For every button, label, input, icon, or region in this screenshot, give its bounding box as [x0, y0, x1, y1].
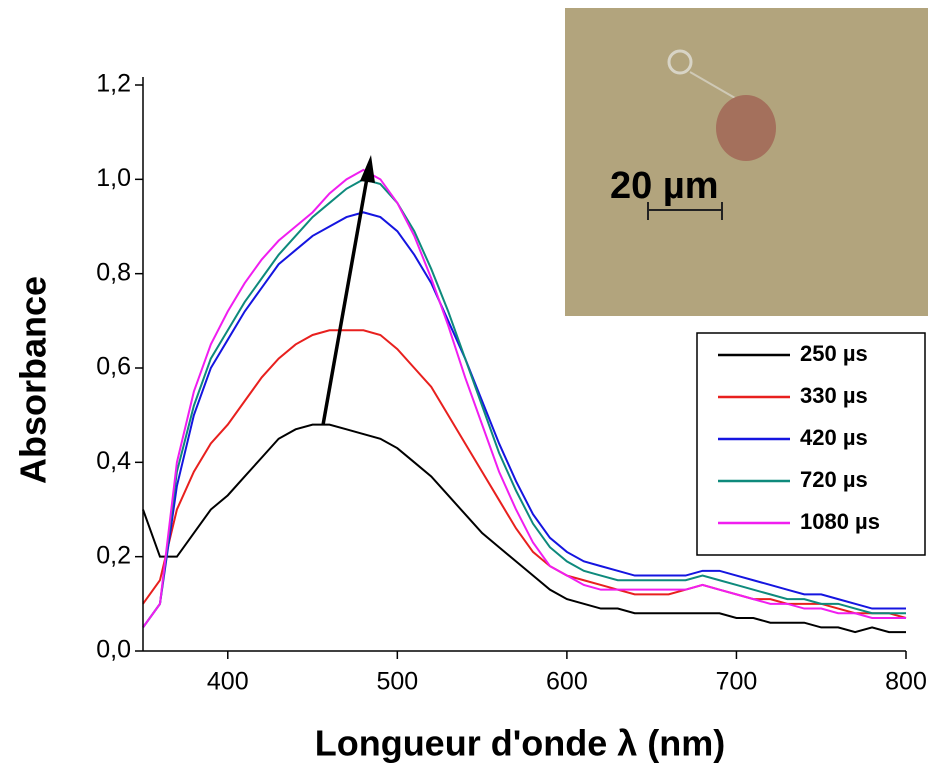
y-tick-label: 1,0	[96, 164, 131, 192]
y-tick-label: 1,2	[96, 70, 131, 98]
legend-label: 330 µs	[800, 383, 868, 408]
legend-label: 720 µs	[800, 467, 868, 492]
x-tick-label: 800	[885, 668, 927, 696]
legend-label: 1080 µs	[800, 509, 880, 534]
series-line	[142, 211, 906, 629]
plot-area	[142, 168, 907, 634]
x-tick-label: 400	[207, 668, 249, 696]
legend-label: 420 µs	[800, 425, 868, 450]
inset-bubble	[667, 49, 693, 75]
y-tick-label: 0,8	[96, 258, 131, 286]
scale-label: 20 µm	[610, 165, 719, 207]
series-line	[142, 178, 906, 629]
y-axis-title: Absorbance	[13, 276, 54, 484]
arrow-head	[360, 155, 375, 183]
arrow-shaft	[321, 177, 369, 426]
inset-background	[565, 8, 928, 316]
x-tick-label: 500	[376, 668, 418, 696]
inset-photo: 20 µm	[565, 8, 928, 316]
y-tick-label: 0,4	[96, 447, 131, 475]
inset-particle	[716, 95, 776, 161]
trend-arrow	[321, 155, 375, 426]
x-axis-title: Longueur d'onde λ (nm)	[315, 723, 726, 764]
x-tick-label: 700	[716, 668, 758, 696]
y-tick-label: 0,6	[96, 353, 131, 381]
series-line	[142, 168, 906, 629]
legend-box	[696, 332, 926, 556]
inset-fiber	[689, 71, 736, 99]
y-tick-label: 0,0	[96, 636, 131, 664]
series-line	[142, 329, 907, 619]
legend-label: 250 µs	[800, 341, 868, 366]
y-tick-label: 0,2	[96, 541, 131, 569]
x-tick-label: 600	[546, 668, 588, 696]
series-line	[142, 423, 906, 634]
